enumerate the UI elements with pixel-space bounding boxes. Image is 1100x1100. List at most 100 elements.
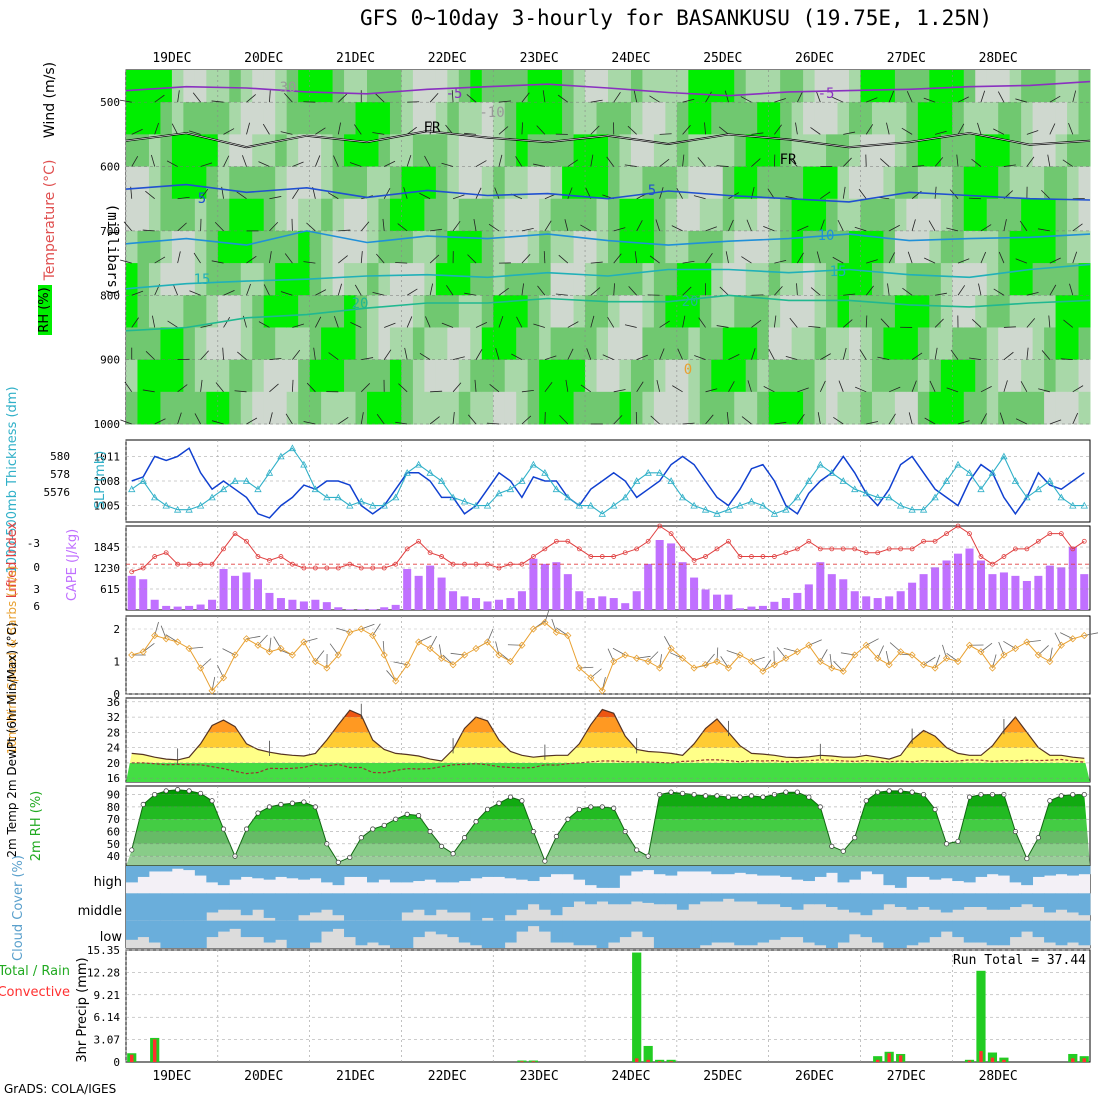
rh-shade-cell xyxy=(298,166,311,200)
wind-barb xyxy=(292,188,300,199)
rh-shade-cell xyxy=(275,327,288,361)
cape-bar xyxy=(988,574,997,610)
wind-speed-marker xyxy=(656,664,664,672)
rh-shade-cell xyxy=(562,198,575,232)
rh-shade-cell xyxy=(665,327,678,361)
wind-barb xyxy=(659,320,670,328)
thickness-marker xyxy=(724,505,733,513)
cape-bar xyxy=(747,606,756,610)
lifted-index-marker xyxy=(450,561,456,567)
cloud-cover-bar xyxy=(160,920,173,948)
cloud-cover-bar xyxy=(814,893,827,905)
rh-shade-cell xyxy=(286,295,299,328)
cloud-cover-bar xyxy=(917,866,930,877)
rh-shade-cell xyxy=(378,166,391,200)
rh-shade-cell xyxy=(481,327,494,361)
rh-shade-cell xyxy=(894,327,907,361)
rh-shade-cell xyxy=(206,327,219,361)
rh-shade-cell xyxy=(344,134,357,168)
wind-barb xyxy=(1041,350,1051,360)
cloud-level-label: high xyxy=(94,875,122,890)
cloud-cover-bar xyxy=(1021,920,1034,932)
rh-shade-cell xyxy=(1078,70,1091,103)
rh-shade-cell xyxy=(321,70,334,103)
wind-barb xyxy=(452,356,465,361)
wind-barb xyxy=(796,91,803,103)
cape-bar xyxy=(804,584,813,610)
cloud-cover-bar xyxy=(653,893,666,905)
rh-shade-cell xyxy=(321,198,334,232)
rh-shade-cell xyxy=(516,166,529,200)
wind-barb xyxy=(475,160,487,167)
rh-shade-cell xyxy=(539,230,552,264)
wind-barb xyxy=(215,382,224,393)
rh-shade-cell xyxy=(940,359,953,393)
wind-barb xyxy=(489,383,500,393)
rh-shade-cell xyxy=(389,391,402,425)
rh-shade-cell xyxy=(206,391,219,425)
rh-shade-cell xyxy=(998,295,1011,328)
rh-shade-cell xyxy=(906,134,919,168)
rh-shade-cell xyxy=(975,102,988,135)
rh-shade-cell xyxy=(986,263,999,296)
rh-shade-cell xyxy=(986,391,999,425)
run-total-annotation: Run Total = 37.44 xyxy=(953,953,1086,968)
cloud-cover-bar xyxy=(229,920,242,929)
rh-shade-cell xyxy=(699,327,712,361)
cape-bar xyxy=(185,605,194,610)
rh-shade-cell xyxy=(539,198,552,232)
rh-shade-cell xyxy=(309,70,322,103)
cloud-cover-bar xyxy=(952,920,965,938)
cloud-cover-bar xyxy=(1009,920,1022,938)
pressure-tick-label: 600 xyxy=(100,161,120,174)
cloud-cover-bar xyxy=(516,866,529,880)
cape-bar xyxy=(713,594,722,610)
slp-line xyxy=(131,447,1085,519)
cloud-cover-bar xyxy=(596,893,609,902)
rh-tick-label: 60 xyxy=(107,826,120,839)
thickness-axis-label: 1000-500mb Thickness (dm) xyxy=(5,386,20,573)
cape-bar xyxy=(667,543,676,610)
rh-shade-cell xyxy=(240,198,253,232)
cloud-cover-bar xyxy=(757,920,770,943)
cloud-cover-bar xyxy=(378,893,391,921)
cloud-cover-bar xyxy=(929,866,942,880)
rh-shade-cell xyxy=(917,198,930,232)
pressure-tick-label: 500 xyxy=(100,96,120,109)
rh-shade-cell xyxy=(745,134,758,168)
rh-shade-cell xyxy=(401,295,414,328)
rh-shade-cell xyxy=(470,102,483,135)
rh-shade-cell xyxy=(722,102,735,135)
rh-shade-cell xyxy=(699,295,712,328)
rh-shade-cell xyxy=(355,70,368,103)
rh-marker xyxy=(473,819,479,825)
lifted-index-marker xyxy=(278,554,284,559)
wind-barb xyxy=(292,323,304,328)
rh-shade-cell xyxy=(309,102,322,135)
wind-barb xyxy=(498,126,509,135)
rh-shade-cell xyxy=(412,198,425,232)
wind-speed-marker xyxy=(300,638,308,646)
lifted-index-marker xyxy=(875,550,881,556)
wind-barb xyxy=(446,285,454,296)
rh-shade-cell xyxy=(321,263,334,296)
wind-barb xyxy=(1026,347,1029,360)
cloud-cover-bar xyxy=(665,893,678,905)
rh-shade-cell xyxy=(367,263,379,296)
cape-bar xyxy=(322,602,331,610)
rh-shade-cell xyxy=(401,359,414,393)
wind-barb xyxy=(682,154,685,167)
rh-shade-cell xyxy=(286,198,299,232)
rh-shade-cell xyxy=(470,230,483,264)
cloud-cover-bar xyxy=(699,866,712,872)
rh-shade-cell xyxy=(860,230,873,264)
rh-shade-cell xyxy=(332,263,345,296)
thickness-marker xyxy=(483,501,492,509)
rh-shade-cell xyxy=(332,327,345,361)
rh-shade-cell xyxy=(458,134,471,168)
wind-barb xyxy=(430,390,443,393)
rh-shade-cell xyxy=(608,134,620,168)
rh-shade-cell xyxy=(894,70,907,103)
wind-barb xyxy=(211,100,224,103)
cloud-cover-bar xyxy=(998,893,1011,910)
